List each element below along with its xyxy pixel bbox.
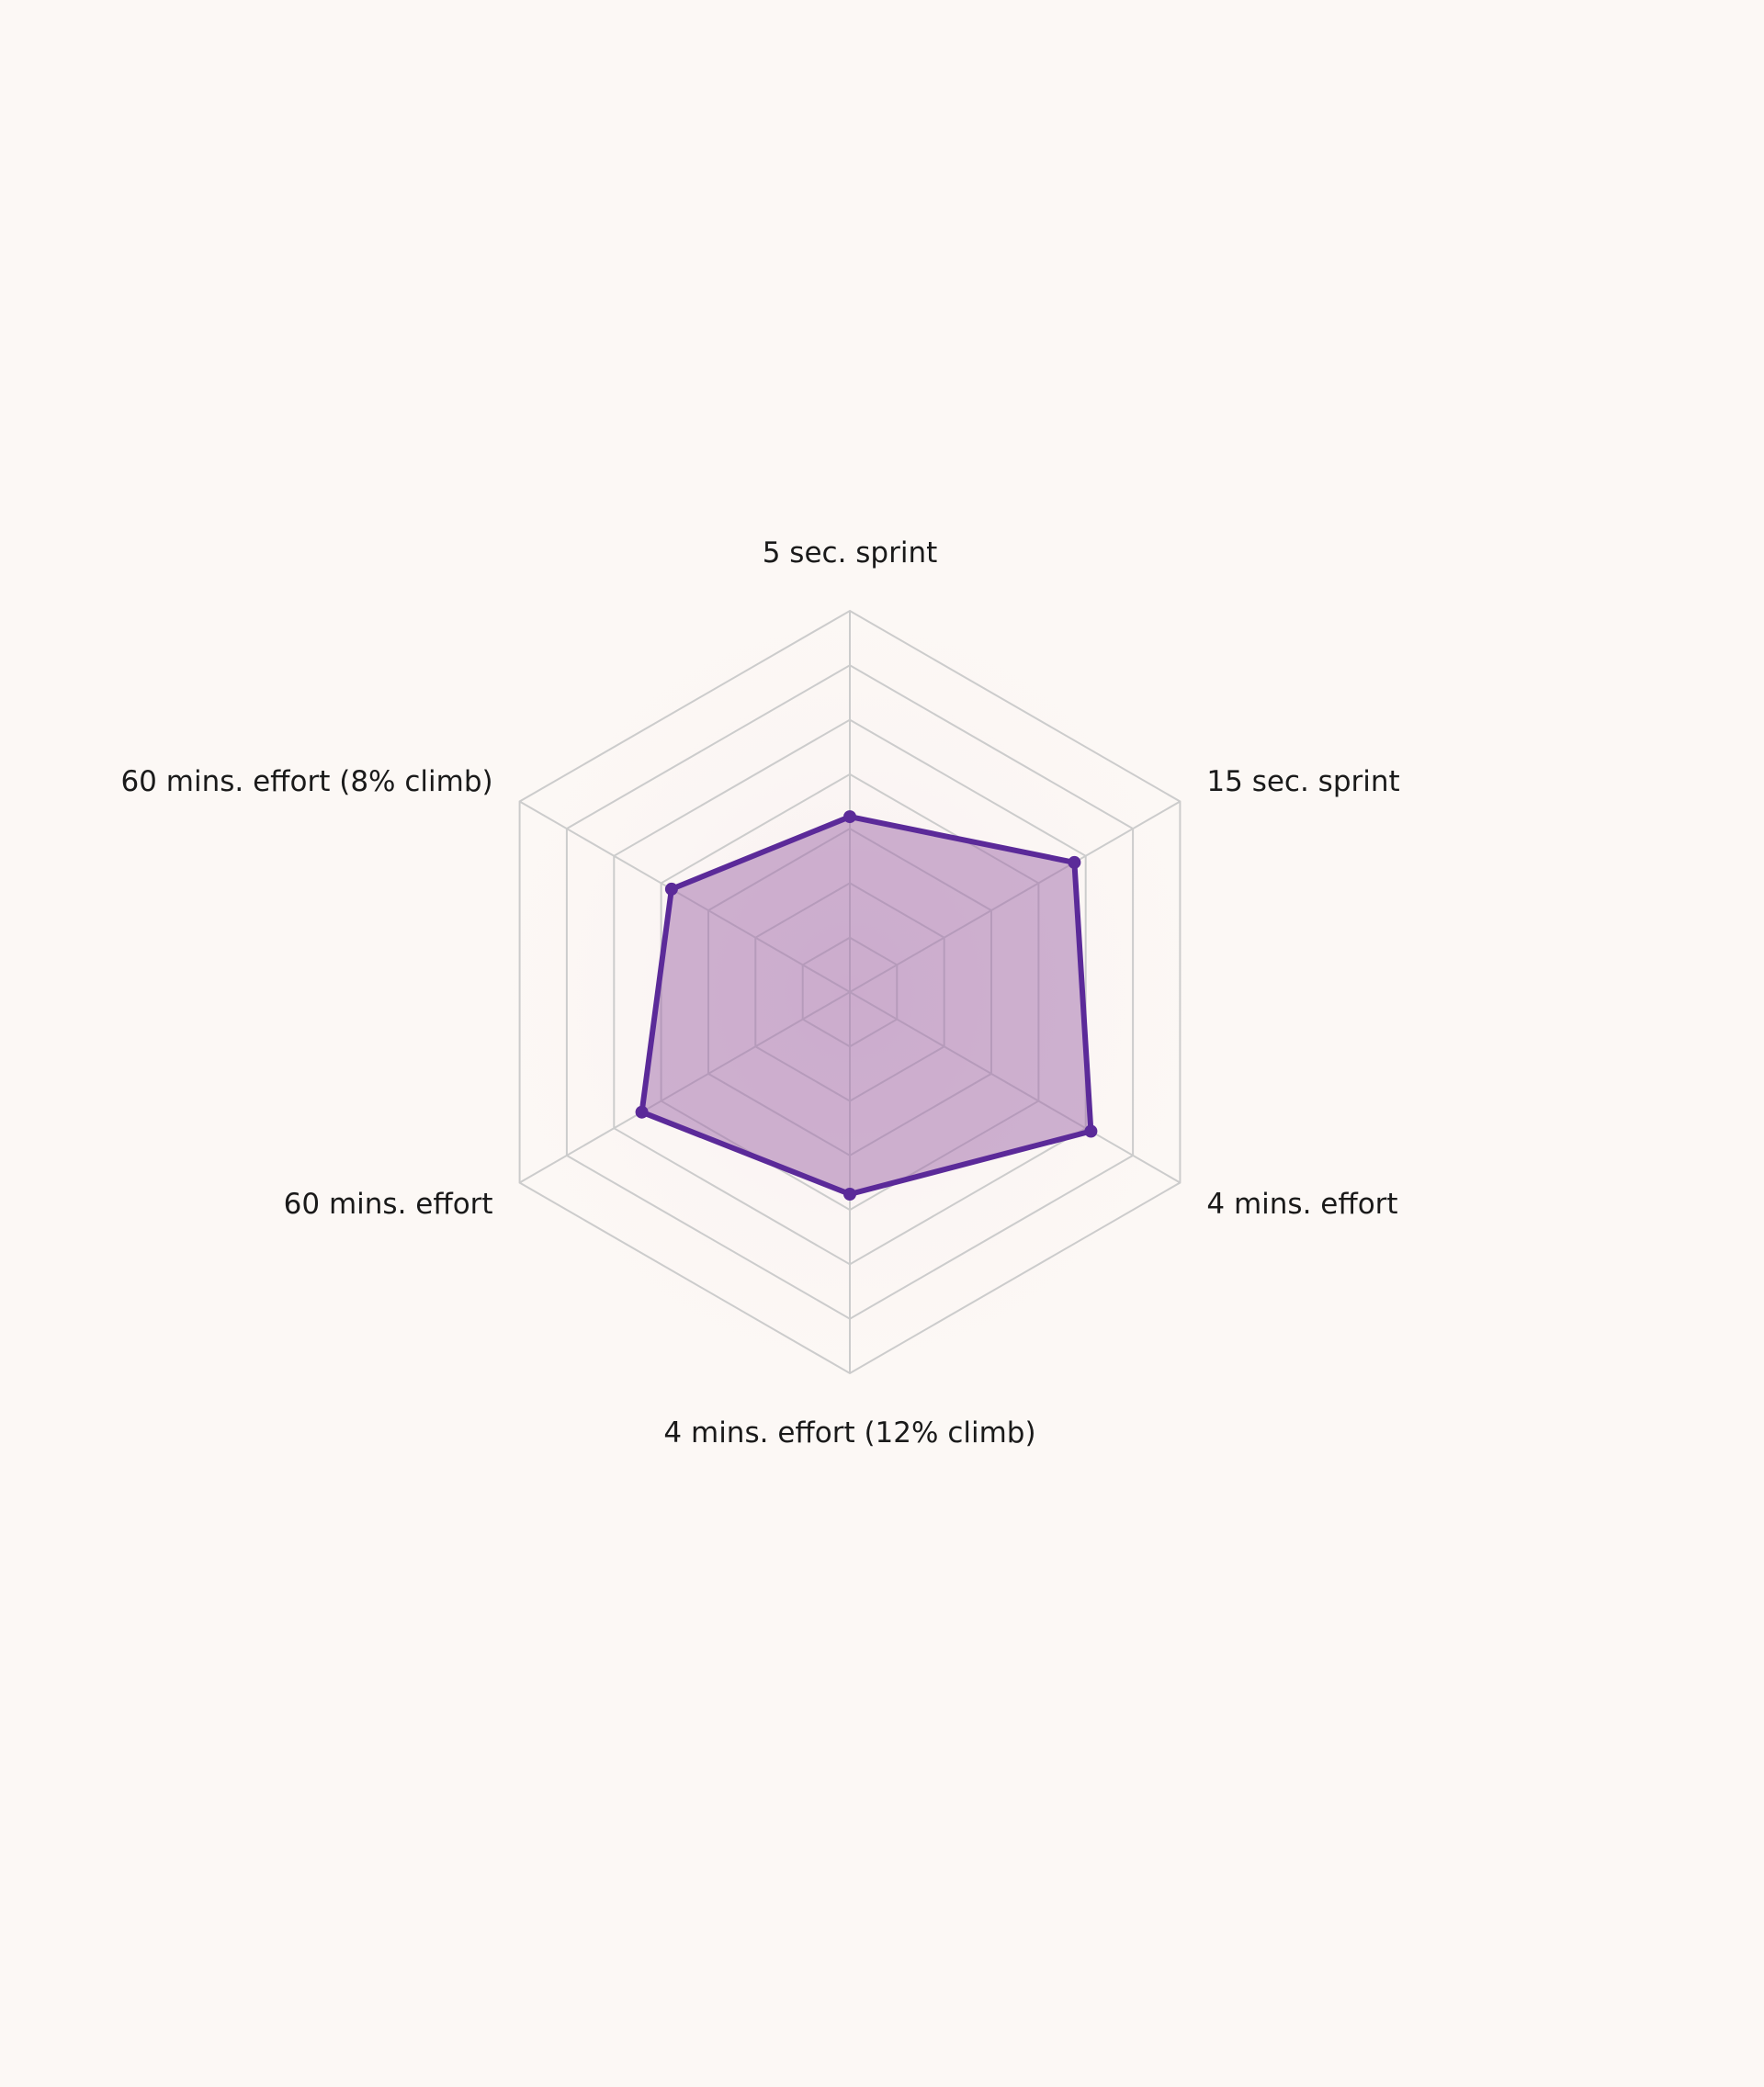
axis-label-2: 4 mins. effort	[1206, 1188, 1397, 1221]
data-point-4	[635, 1105, 649, 1119]
radar-axis-labels: 5 sec. sprint 15 sec. sprint 4 mins. effor…	[120, 536, 1399, 1450]
axis-label-3: 4 mins. effort (12% climb)	[663, 1416, 1035, 1450]
data-point-5	[664, 882, 678, 896]
data-point-2	[1084, 1124, 1098, 1138]
data-point-1	[1068, 855, 1081, 869]
axis-label-5: 60 mins. effort (8% climb)	[120, 765, 492, 798]
axis-label-1: 15 sec. sprint	[1206, 765, 1399, 798]
data-point-3	[843, 1188, 856, 1201]
series-area-0	[641, 817, 1091, 1194]
axis-label-4: 60 mins. effort	[284, 1188, 493, 1221]
axis-label-0: 5 sec. sprint	[763, 536, 938, 570]
data-point-0	[843, 810, 856, 824]
radar-series	[635, 810, 1098, 1201]
